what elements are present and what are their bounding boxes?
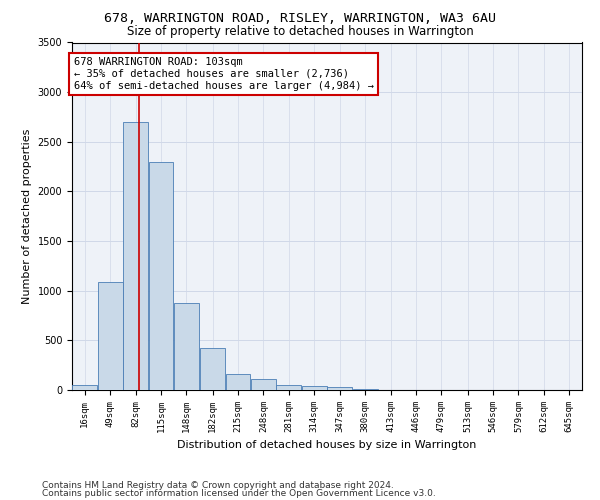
Bar [328, 387, 352, 390]
Text: 678, WARRINGTON ROAD, RISLEY, WARRINGTON, WA3 6AU: 678, WARRINGTON ROAD, RISLEY, WARRINGTON… [104, 12, 496, 26]
Text: Contains HM Land Registry data © Crown copyright and database right 2024.: Contains HM Land Registry data © Crown c… [42, 481, 394, 490]
Bar [73, 384, 97, 390]
Bar [98, 282, 122, 390]
Bar [174, 302, 199, 390]
Bar [123, 122, 148, 390]
Bar [226, 374, 250, 390]
Bar [149, 162, 173, 390]
X-axis label: Distribution of detached houses by size in Warrington: Distribution of detached houses by size … [178, 440, 476, 450]
Bar [200, 348, 225, 390]
Text: 678 WARRINGTON ROAD: 103sqm
← 35% of detached houses are smaller (2,736)
64% of : 678 WARRINGTON ROAD: 103sqm ← 35% of det… [74, 58, 374, 90]
Text: Size of property relative to detached houses in Warrington: Size of property relative to detached ho… [127, 25, 473, 38]
Bar [277, 384, 301, 390]
Bar [302, 386, 326, 390]
Bar [353, 389, 377, 390]
Y-axis label: Number of detached properties: Number of detached properties [22, 128, 32, 304]
Bar [251, 379, 276, 390]
Text: Contains public sector information licensed under the Open Government Licence v3: Contains public sector information licen… [42, 489, 436, 498]
